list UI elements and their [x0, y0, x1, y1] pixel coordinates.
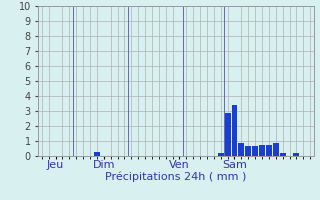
Bar [238, 142, 244, 156]
Bar [218, 153, 224, 156]
Bar [273, 143, 279, 156]
Bar [266, 145, 272, 156]
Bar [232, 105, 237, 156]
Bar [225, 112, 230, 156]
Bar [245, 146, 251, 156]
Bar [252, 146, 258, 156]
Bar [293, 153, 299, 156]
X-axis label: Précipitations 24h ( mm ): Précipitations 24h ( mm ) [105, 172, 247, 182]
Bar [94, 152, 100, 156]
Bar [259, 145, 265, 156]
Bar [280, 153, 285, 156]
